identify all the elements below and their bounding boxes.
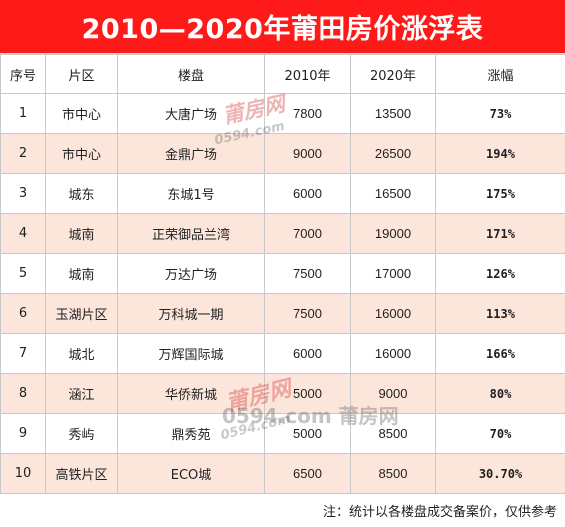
price-2020-cell: 13500 [350, 93, 436, 134]
price-2020-cell: 16500 [350, 173, 436, 214]
project-cell: 东城1号 [117, 173, 265, 214]
price-2010-cell: 7800 [264, 93, 351, 134]
table-row: 5 城南 万达广场 7500 17000 126% [0, 253, 565, 294]
table-row: 6 玉湖片区 万科城一期 7500 16000 113% [0, 293, 565, 334]
index-cell: 3 [0, 173, 46, 214]
price-2010-cell: 7000 [264, 213, 351, 254]
project-cell: 金鼎广场 [117, 133, 265, 174]
increase-cell: 126% [435, 253, 565, 294]
price-2010-cell: 9000 [264, 133, 351, 174]
index-cell: 9 [0, 413, 46, 454]
district-cell: 城南 [45, 213, 118, 254]
district-cell: 市中心 [45, 133, 118, 174]
price-2020-cell: 9000 [350, 373, 436, 414]
project-cell: 万达广场 [117, 253, 265, 294]
district-cell: 城北 [45, 333, 118, 374]
price-2020-cell: 19000 [350, 213, 436, 254]
project-cell: ECO城 [117, 453, 265, 494]
table-row: 2 市中心 金鼎广场 9000 26500 194% [0, 133, 565, 174]
index-cell: 6 [0, 293, 46, 334]
price-2020-cell: 16000 [350, 293, 436, 334]
index-cell: 2 [0, 133, 46, 174]
price-2010-cell: 5000 [264, 413, 351, 454]
header-project: 楼盘 [117, 54, 265, 94]
price-2020-cell: 8500 [350, 453, 436, 494]
price-2010-cell: 5000 [264, 373, 351, 414]
project-cell: 万辉国际城 [117, 333, 265, 374]
price-2010-cell: 6000 [264, 333, 351, 374]
price-2010-cell: 7500 [264, 293, 351, 334]
price-2020-cell: 17000 [350, 253, 436, 294]
header-price-2010: 2010年 [264, 54, 351, 94]
project-cell: 万科城一期 [117, 293, 265, 334]
increase-cell: 194% [435, 133, 565, 174]
price-2010-cell: 6500 [264, 453, 351, 494]
table-title: 2010—2020年莆田房价涨浮表 [0, 0, 565, 54]
price-table: 序号 片区 楼盘 2010年 2020年 涨幅 1 市中心 大唐广场 7800 1350… [0, 54, 565, 494]
district-cell: 城东 [45, 173, 118, 214]
increase-cell: 175% [435, 173, 565, 214]
index-cell: 1 [0, 93, 46, 134]
table-row: 8 涵江 华侨新城 5000 9000 80% [0, 373, 565, 414]
price-2010-cell: 6000 [264, 173, 351, 214]
district-cell: 高铁片区 [45, 453, 118, 494]
footnote: 注：统计以各楼盘成交备案价，仅供参考 [0, 493, 565, 527]
increase-cell: 70% [435, 413, 565, 454]
increase-cell: 113% [435, 293, 565, 334]
header-row: 序号 片区 楼盘 2010年 2020年 涨幅 [0, 54, 565, 94]
header-district: 片区 [45, 54, 118, 94]
price-2020-cell: 16000 [350, 333, 436, 374]
table-row: 7 城北 万辉国际城 6000 16000 166% [0, 333, 565, 374]
district-cell: 涵江 [45, 373, 118, 414]
price-2010-cell: 7500 [264, 253, 351, 294]
district-cell: 城南 [45, 253, 118, 294]
header-price-2020: 2020年 [350, 54, 436, 94]
index-cell: 4 [0, 213, 46, 254]
table-row: 4 城南 正荣御品兰湾 7000 19000 171% [0, 213, 565, 254]
project-cell: 大唐广场 [117, 93, 265, 134]
index-cell: 8 [0, 373, 46, 414]
index-cell: 10 [0, 453, 46, 494]
district-cell: 玉湖片区 [45, 293, 118, 334]
district-cell: 市中心 [45, 93, 118, 134]
index-cell: 7 [0, 333, 46, 374]
project-cell: 鼎秀苑 [117, 413, 265, 454]
table-body: 1 市中心 大唐广场 7800 13500 73% 2 市中心 金鼎广场 9000 26500 194… [0, 93, 565, 494]
price-2020-cell: 8500 [350, 413, 436, 454]
project-cell: 华侨新城 [117, 373, 265, 414]
table-row: 3 城东 东城1号 6000 16500 175% [0, 173, 565, 214]
table-row: 9 秀屿 鼎秀苑 5000 8500 70% [0, 413, 565, 454]
table-row: 10 高铁片区 ECO城 6500 8500 30.70% [0, 453, 565, 494]
increase-cell: 166% [435, 333, 565, 374]
increase-cell: 30.70% [435, 453, 565, 494]
increase-cell: 73% [435, 93, 565, 134]
price-2020-cell: 26500 [350, 133, 436, 174]
increase-cell: 171% [435, 213, 565, 254]
district-cell: 秀屿 [45, 413, 118, 454]
table-row: 1 市中心 大唐广场 7800 13500 73% [0, 93, 565, 134]
index-cell: 5 [0, 253, 46, 294]
header-index: 序号 [0, 54, 46, 94]
header-increase: 涨幅 [435, 54, 565, 94]
increase-cell: 80% [435, 373, 565, 414]
project-cell: 正荣御品兰湾 [117, 213, 265, 254]
